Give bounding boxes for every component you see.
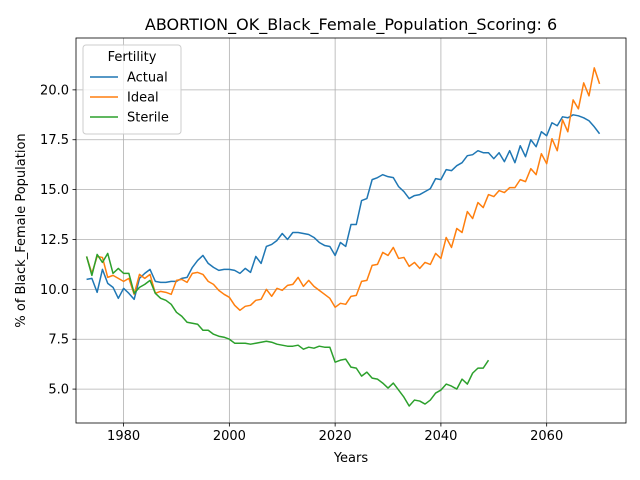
x-tick-label: 1980	[107, 429, 140, 444]
legend-label-ideal: Ideal	[127, 91, 159, 106]
y-axis-title: % of Black_Female Population	[14, 133, 29, 327]
x-axis-title: Years	[333, 451, 369, 466]
x-tick-label: 2020	[319, 429, 352, 444]
x-tick-label: 2060	[530, 429, 563, 444]
y-tick-label: 7.5	[48, 333, 69, 348]
x-tick-label: 2000	[213, 429, 246, 444]
y-tick-label: 10.0	[40, 283, 69, 298]
y-tick-label: 20.0	[40, 83, 69, 98]
chart-title: ABORTION_OK_Black_Female_Population_Scor…	[145, 15, 557, 35]
series-line-ideal	[85, 67, 601, 312]
x-tick-label: 2040	[424, 429, 457, 444]
legend-label-actual: Actual	[127, 71, 168, 86]
legend-label-sterile: Sterile	[127, 111, 169, 126]
legend: Fertility Actual Ideal Sterile	[82, 44, 182, 135]
y-tick-label: 15.0	[40, 183, 69, 198]
series-line-actual	[86, 114, 601, 301]
y-tick-label: 12.5	[40, 233, 69, 248]
plot-area-frame	[75, 37, 627, 424]
y-tick-label: 5.0	[48, 383, 69, 398]
legend-box	[82, 44, 182, 135]
series-line-sterile	[85, 252, 490, 407]
series-lines	[85, 67, 601, 407]
axis-ticks: 1980 2000 2020 2040 2060 5.0 7.5 10.0 12.5 15.0 17…	[40, 83, 563, 444]
legend-title: Fertility	[108, 50, 157, 65]
y-tick-label: 17.5	[40, 133, 69, 148]
